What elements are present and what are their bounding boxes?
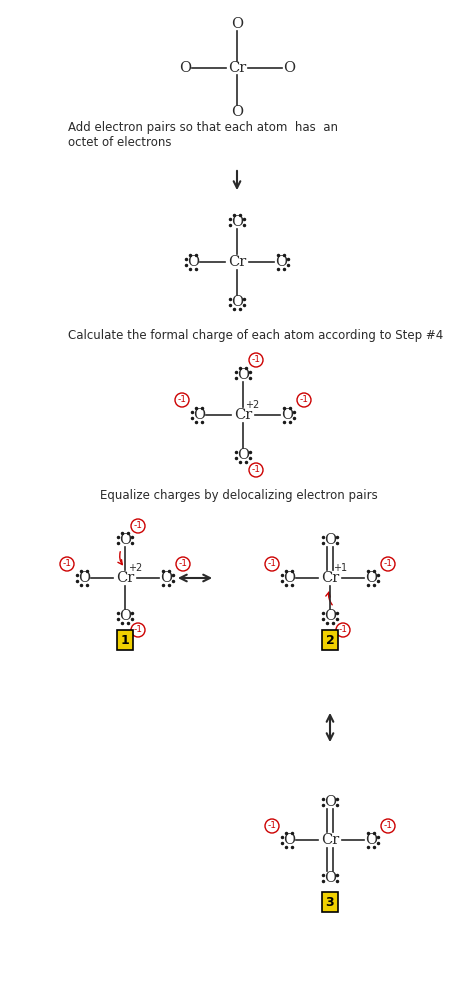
Text: O: O — [365, 571, 377, 585]
Text: O: O — [365, 833, 377, 847]
Text: Equalize charges by delocalizing electron pairs: Equalize charges by delocalizing electro… — [100, 489, 378, 503]
Text: O: O — [324, 609, 336, 623]
Text: Cr: Cr — [321, 833, 339, 847]
Text: O: O — [283, 61, 295, 75]
Text: -1: -1 — [252, 465, 261, 474]
Text: -1: -1 — [338, 625, 347, 634]
Text: +2: +2 — [128, 563, 142, 573]
Text: O: O — [324, 533, 336, 547]
Text: O: O — [231, 17, 243, 31]
Text: 2: 2 — [326, 633, 334, 646]
Text: -1: -1 — [300, 396, 309, 405]
Text: +2: +2 — [245, 400, 259, 410]
Text: -1: -1 — [383, 821, 392, 831]
Text: O: O — [275, 255, 287, 269]
Text: O: O — [231, 295, 243, 309]
Text: -1: -1 — [252, 356, 261, 365]
Text: -1: -1 — [267, 821, 276, 831]
Text: -1: -1 — [267, 560, 276, 569]
Text: -1: -1 — [134, 522, 143, 531]
Text: +1: +1 — [333, 563, 347, 573]
Text: O: O — [283, 571, 295, 585]
Text: -1: -1 — [63, 560, 72, 569]
Text: Cr: Cr — [234, 408, 252, 422]
Text: O: O — [231, 215, 243, 229]
Text: -1: -1 — [383, 560, 392, 569]
Text: Cr: Cr — [228, 255, 246, 269]
Text: O: O — [160, 571, 172, 585]
Text: O: O — [231, 105, 243, 119]
Text: O: O — [237, 448, 249, 462]
Text: O: O — [324, 871, 336, 885]
Text: 1: 1 — [120, 633, 129, 646]
Text: Cr: Cr — [116, 571, 134, 585]
Text: Cr: Cr — [228, 61, 246, 75]
Text: O: O — [324, 795, 336, 809]
Text: O: O — [78, 571, 90, 585]
Text: Calculate the formal charge of each atom according to Step #4: Calculate the formal charge of each atom… — [68, 328, 443, 342]
Text: O: O — [119, 609, 131, 623]
Text: -1: -1 — [177, 396, 186, 405]
Text: O: O — [187, 255, 199, 269]
Text: O: O — [193, 408, 205, 422]
Text: 3: 3 — [326, 896, 334, 909]
Text: O: O — [237, 368, 249, 382]
Text: -1: -1 — [134, 625, 143, 634]
Text: Cr: Cr — [321, 571, 339, 585]
Text: O: O — [281, 408, 293, 422]
Text: O: O — [283, 833, 295, 847]
Text: octet of electrons: octet of electrons — [68, 136, 172, 149]
Text: -1: -1 — [179, 560, 188, 569]
Text: O: O — [119, 533, 131, 547]
Text: Add electron pairs so that each atom  has  an: Add electron pairs so that each atom has… — [68, 121, 338, 134]
Text: O: O — [179, 61, 191, 75]
